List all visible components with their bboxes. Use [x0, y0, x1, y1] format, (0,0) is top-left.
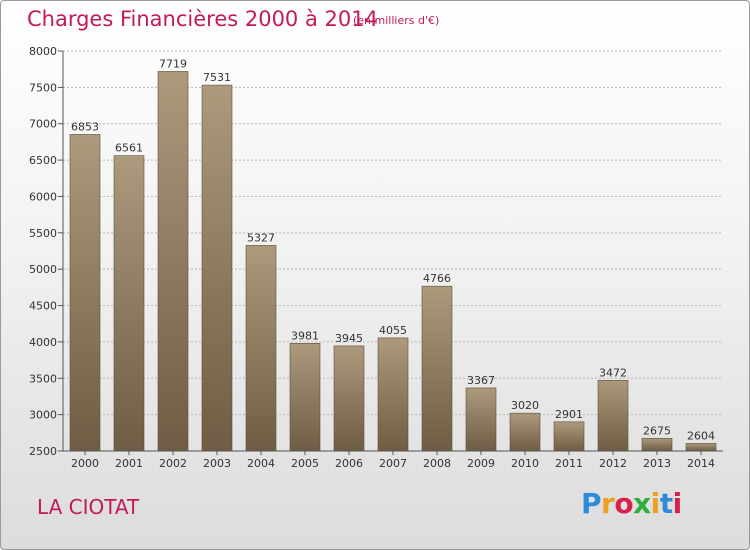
- bar-value-label: 4055: [379, 324, 407, 337]
- x-tick-label: 2003: [203, 457, 231, 470]
- y-tick-label: 8000: [29, 45, 57, 58]
- logo-letter: o: [614, 487, 634, 520]
- bar-value-label: 2675: [643, 424, 671, 437]
- y-tick-label: 3000: [29, 409, 57, 422]
- chart-subtitle: (en milliers d'€): [353, 14, 440, 27]
- bar-value-label: 6853: [71, 120, 99, 133]
- bar-value-label: 3472: [599, 366, 627, 379]
- x-tick-label: 2013: [643, 457, 671, 470]
- x-tick-label: 2008: [423, 457, 451, 470]
- x-tick-label: 2002: [159, 457, 187, 470]
- logo-letter: x: [633, 487, 651, 520]
- bar-value-label: 4766: [423, 272, 451, 285]
- logo-letter: i: [650, 487, 661, 520]
- bar: [641, 437, 673, 452]
- bar-value-label: 3945: [335, 332, 363, 345]
- place-label: LA CIOTAT: [37, 495, 140, 519]
- logo-letter: t: [659, 487, 673, 520]
- y-tick-label: 7500: [29, 81, 57, 94]
- bar-value-label: 2901: [555, 408, 583, 421]
- y-tick-label: 6000: [29, 190, 57, 203]
- bar: [377, 337, 409, 452]
- bar-value-label: 5327: [247, 231, 275, 244]
- logo-letter: i: [672, 487, 683, 520]
- y-tick-label: 4500: [29, 300, 57, 313]
- bar: [333, 345, 365, 452]
- x-tick-label: 2001: [115, 457, 143, 470]
- bar: [69, 134, 101, 452]
- bar: [289, 342, 321, 452]
- bar: [597, 380, 629, 452]
- bar-value-label: 6561: [115, 142, 143, 155]
- x-tick-label: 2006: [335, 457, 363, 470]
- x-tick-label: 2005: [291, 457, 319, 470]
- bar-value-label: 7531: [203, 71, 231, 84]
- bar-value-label: 3020: [511, 399, 539, 412]
- bar: [553, 421, 585, 452]
- y-tick-label: 3500: [29, 372, 57, 385]
- y-tick-label: 5000: [29, 263, 57, 276]
- logo-letter: r: [601, 487, 615, 520]
- bar: [113, 155, 145, 452]
- y-tick-label: 5500: [29, 227, 57, 240]
- y-tick-label: 6500: [29, 154, 57, 167]
- logo-letter: P: [581, 487, 602, 520]
- bar: [245, 245, 277, 452]
- bar: [465, 387, 497, 452]
- bar: [509, 412, 541, 452]
- x-tick-label: 2007: [379, 457, 407, 470]
- x-tick-label: 2014: [687, 457, 715, 470]
- x-tick-label: 2010: [511, 457, 539, 470]
- x-tick-label: 2011: [555, 457, 583, 470]
- x-tick-label: 2004: [247, 457, 275, 470]
- proxiti-logo: Proxiti: [581, 487, 682, 520]
- y-tick-label: 2500: [29, 445, 57, 458]
- chart-title: Charges Financières 2000 à 2014: [27, 7, 378, 31]
- bar-value-label: 7719: [159, 57, 187, 70]
- y-tick-label: 4000: [29, 336, 57, 349]
- bar-value-label: 2604: [687, 429, 715, 442]
- bar: [201, 84, 233, 452]
- x-tick-label: 2000: [71, 457, 99, 470]
- y-tick-label: 7000: [29, 118, 57, 131]
- x-tick-label: 2012: [599, 457, 627, 470]
- bar: [685, 443, 717, 452]
- bar-value-label: 3367: [467, 374, 495, 387]
- bar-value-label: 3981: [291, 329, 319, 342]
- bar: [157, 71, 189, 452]
- x-tick-label: 2009: [467, 457, 495, 470]
- bar: [421, 285, 453, 452]
